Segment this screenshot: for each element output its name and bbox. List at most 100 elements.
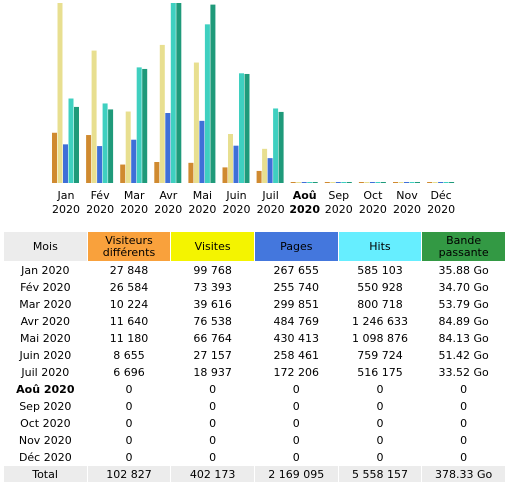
column-header: Visites	[170, 231, 255, 262]
table-cell: 35.88 Go	[438, 264, 489, 277]
table-cell: 0	[209, 400, 217, 413]
table-cell: 0	[209, 383, 217, 396]
bar	[108, 109, 114, 183]
bar	[97, 146, 103, 183]
bar	[239, 73, 244, 183]
bar	[210, 4, 216, 184]
bar	[228, 134, 233, 183]
table-cell: 0	[209, 434, 217, 447]
bar	[324, 182, 330, 183]
header-row: Mois Visiteurs différents Visites Pages Hits…	[3, 231, 506, 262]
total-row: Total 102 827 402 173 2 169 095 5 558 157 378…	[3, 466, 506, 482]
table-row: Sep 2020 0 0 0 0 0	[4, 398, 506, 415]
table-cell: 550 928	[357, 281, 403, 294]
table-cell: Jan 2020	[21, 264, 70, 277]
month-label: Fév	[91, 189, 110, 202]
table-cell: 18 937	[193, 366, 232, 379]
table-cell: 27 157	[193, 349, 232, 362]
table-cell: 33.52 Go	[438, 366, 489, 379]
table-cell: Oct 2020	[20, 417, 71, 430]
table-row: Jan 2020 27 848 99 768 267 655 585 103 35.88 …	[4, 262, 506, 280]
table-cell: 99 768	[193, 264, 232, 277]
bar	[131, 139, 137, 183]
month-label: Nov	[396, 189, 418, 202]
bar	[415, 182, 420, 183]
table-cell: 0	[125, 400, 133, 413]
table-row: Mai 2020 11 180 66 764 430 413 1 098 876 84.1…	[4, 330, 506, 347]
month-label: Avr	[159, 189, 177, 202]
table-cell: 0	[460, 417, 468, 430]
table-cell: 0	[460, 451, 468, 464]
table-cell: 1 098 876	[351, 332, 408, 345]
month-label: Sep	[328, 189, 349, 202]
table-cell: Juin 2020	[19, 349, 72, 362]
bar	[404, 182, 409, 183]
table-cell: 0	[376, 434, 384, 447]
year-label: 2020	[223, 203, 251, 216]
table-cell: Sep 2020	[19, 400, 72, 413]
table-cell: 11 180	[109, 332, 149, 345]
year-label: 2020	[289, 203, 320, 216]
bar	[204, 24, 210, 184]
bar	[449, 182, 455, 183]
year-label: 2020	[120, 203, 148, 216]
chart: Jan2020Fév2020Mar2020Avr2020Mai2020Juin2…	[52, 3, 455, 216]
bar	[262, 148, 268, 183]
month-label: Déc	[430, 189, 451, 202]
bar	[307, 182, 313, 183]
bar	[102, 103, 108, 183]
table-row: Juin 2020 8 655 27 157 258 461 759 724 51.42 …	[4, 347, 506, 364]
column-header: Bande passante	[421, 231, 506, 262]
bar	[375, 182, 381, 183]
year-label: 2020	[257, 203, 285, 216]
total-cell: 5 558 157	[338, 466, 423, 482]
bar	[296, 182, 302, 183]
bar	[91, 50, 97, 183]
table-cell: 585 103	[357, 264, 403, 277]
bar	[393, 182, 398, 183]
table-cell: 0	[292, 417, 300, 430]
bar	[52, 132, 57, 183]
bar	[341, 182, 347, 183]
table-cell: 430 413	[273, 332, 320, 345]
year-label: 2020	[359, 203, 387, 216]
total-cell: Total	[3, 466, 88, 482]
table-cell: 0	[376, 383, 384, 396]
bar	[244, 73, 250, 183]
table-cell: 39 616	[193, 298, 232, 311]
bar	[273, 108, 279, 183]
table-cell: 0	[292, 400, 300, 413]
table-row: Aoû 2020 0 0 0 0 0	[4, 381, 506, 398]
total-cell: 378.33 Go	[421, 466, 506, 482]
table-cell: 6 696	[113, 366, 145, 379]
table-cell: 800 718	[357, 298, 403, 311]
bar	[68, 98, 74, 183]
month-label: Jan	[57, 189, 75, 202]
table-cell: 66 764	[193, 332, 232, 345]
total-cell: 2 169 095	[254, 466, 339, 482]
bar	[278, 111, 284, 183]
bar	[290, 182, 296, 183]
month-label: Mai	[193, 189, 212, 202]
table-row: Juil 2020 6 696 18 937 172 206 516 175 33.52 …	[4, 364, 506, 381]
bar	[74, 106, 79, 183]
table-cell: 267 655	[273, 264, 320, 277]
table-cell: 8 655	[113, 349, 145, 362]
table-cell: 27 848	[109, 264, 149, 277]
bar	[57, 3, 63, 183]
table-cell: 0	[209, 451, 217, 464]
table-cell: 53.79 Go	[438, 298, 489, 311]
table-cell: Nov 2020	[18, 434, 72, 447]
table-cell: 0	[125, 451, 133, 464]
table-row: Déc 2020 0 0 0 0 0	[4, 449, 506, 466]
year-label: 2020	[188, 203, 216, 216]
table-cell: Déc 2020	[18, 451, 72, 464]
table-cell: 0	[209, 417, 217, 430]
year-label: 2020	[393, 203, 421, 216]
year-label: 2020	[52, 203, 80, 216]
table-cell: Avr 2020	[20, 315, 71, 328]
table-cell: 0	[376, 417, 384, 430]
table-cell: Aoû 2020	[16, 383, 75, 396]
year-label: 2020	[325, 203, 353, 216]
table-cell: 0	[292, 434, 300, 447]
